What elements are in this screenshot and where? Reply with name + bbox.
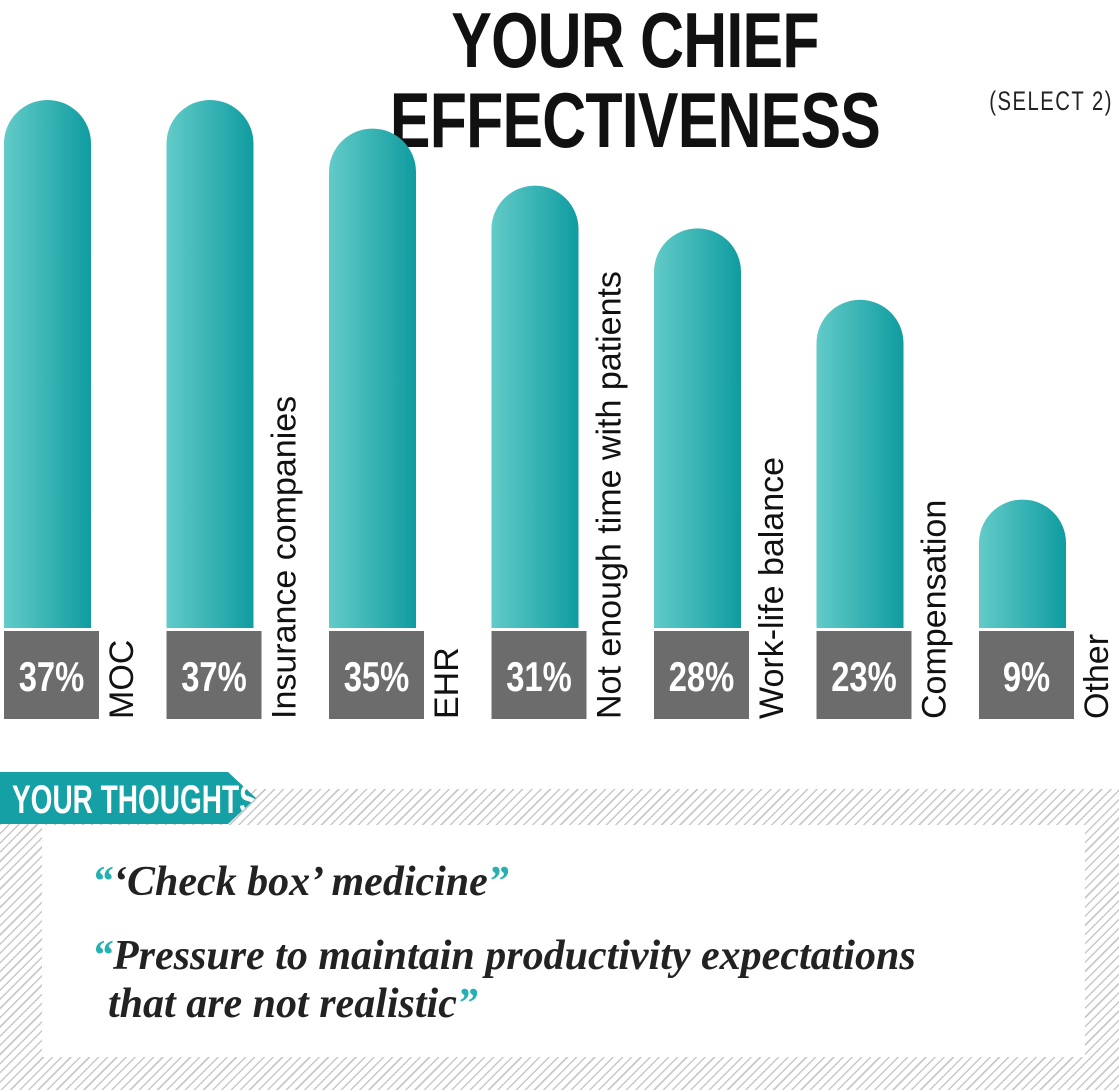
thoughts-heading: YOUR THOUGHTS: [12, 778, 258, 822]
category-label: Other: [1078, 634, 1116, 719]
quote-text: ‘Check box’ medicine: [113, 859, 488, 905]
value-label: 9%: [1003, 653, 1050, 700]
chart-subtitle: (SELECT 2): [989, 86, 1113, 116]
value-label-box: [491, 631, 587, 719]
quote-text-line1: Pressure to maintain productivity expect…: [113, 933, 916, 979]
category-label: Insurance companies: [266, 396, 304, 719]
value-label-box: [979, 631, 1074, 719]
thoughts-heading-tag: YOUR THOUGHTS: [0, 772, 256, 824]
value-label-box: [654, 631, 749, 719]
value-label-box: [329, 631, 424, 719]
bar: [979, 499, 1066, 628]
chart-title: YOUR CHIEF EFFECTIVENESS: [389, 0, 881, 164]
category-label: Work-life balance: [753, 457, 791, 719]
value-label: 31%: [506, 653, 572, 700]
bar: [491, 185, 579, 628]
bar: [329, 128, 416, 628]
value-label: 37%: [19, 653, 85, 700]
value-label: 37%: [181, 653, 247, 700]
bar-chart: 37% MOC 37% Insurance companies 35% EHR 31% Not…: [4, 100, 1116, 719]
category-label: EHR: [428, 647, 466, 719]
bar: [816, 299, 904, 628]
thoughts-panel: [42, 825, 1085, 1057]
value-label-box: [4, 631, 99, 719]
bar: [4, 100, 91, 628]
bar: [166, 100, 254, 628]
quote-close-mark: ”: [487, 859, 509, 905]
value-label: 23%: [831, 653, 897, 700]
quote-productivity: “Pressure to maintain productivity expec…: [92, 932, 1092, 1028]
quote-text-line2: that are not realistic: [108, 981, 457, 1027]
value-label-box: [816, 631, 912, 719]
quote-check-box: “‘Check box’ medicine”: [92, 858, 509, 906]
value-label-box: [166, 631, 262, 719]
quote-close-mark: ”: [456, 981, 478, 1027]
quote-open-mark: “: [92, 933, 113, 979]
category-label: Not enough time with patients: [591, 271, 629, 719]
category-label: MOC: [103, 640, 141, 719]
bar: [654, 228, 741, 628]
category-label: Compensation: [916, 500, 954, 719]
value-label: 28%: [669, 653, 735, 700]
value-label: 35%: [344, 653, 410, 700]
quote-open-mark: “: [92, 859, 113, 905]
